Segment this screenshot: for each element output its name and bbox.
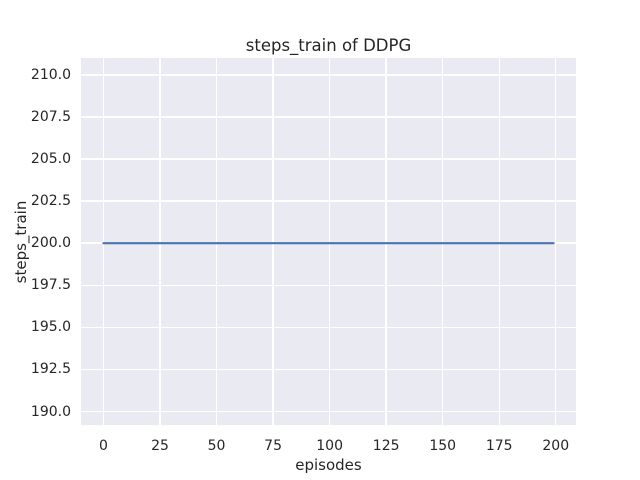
y-gridline [81, 158, 576, 160]
y-gridline [81, 326, 576, 329]
x-tick-label: 150 [429, 438, 457, 454]
x-tick-label: 0 [99, 438, 108, 454]
series-plot [102, 242, 555, 245]
y-gridline [81, 200, 576, 202]
x-gridline [102, 58, 105, 425]
y-tick-label: 207.5 [30, 108, 71, 125]
y-tick-label: 190.0 [30, 403, 71, 420]
y-gridline [81, 368, 576, 371]
x-gridline [272, 58, 274, 425]
y-tick-label: 192.5 [30, 361, 71, 378]
x-tick-label: 25 [151, 438, 169, 454]
y-gridline [81, 284, 576, 286]
x-tick-label: 75 [264, 438, 283, 454]
plot-area [81, 58, 576, 425]
y-tick-label: 200.0 [30, 235, 71, 252]
y-gridline [81, 74, 576, 76]
y-tick-label: 197.5 [30, 277, 71, 294]
x-gridline [215, 58, 218, 425]
y-gridline [81, 410, 576, 413]
x-gridline [385, 58, 387, 425]
x-tick-label: 125 [372, 438, 400, 454]
plot-title: steps_train of DDPG [245, 36, 412, 55]
x-gridline [441, 58, 444, 425]
x-gridline [159, 58, 161, 425]
x-tick-label: 100 [316, 438, 343, 454]
x-tick-label: 50 [207, 438, 226, 454]
x-tick-label: 200 [542, 438, 570, 454]
x-gridline [328, 58, 331, 425]
x-axis-label: episodes [295, 456, 362, 474]
y-tick-label: 195.0 [30, 319, 71, 336]
y-tick-label: 210.0 [30, 66, 71, 83]
x-gridline [555, 58, 557, 425]
x-tick-label: 175 [485, 438, 513, 454]
y-axis-label: steps_train [12, 200, 30, 284]
y-tick-label: 202.5 [30, 193, 71, 210]
x-gridline [498, 58, 500, 425]
y-gridline [81, 116, 576, 118]
y-tick-label: 205.0 [30, 151, 71, 167]
